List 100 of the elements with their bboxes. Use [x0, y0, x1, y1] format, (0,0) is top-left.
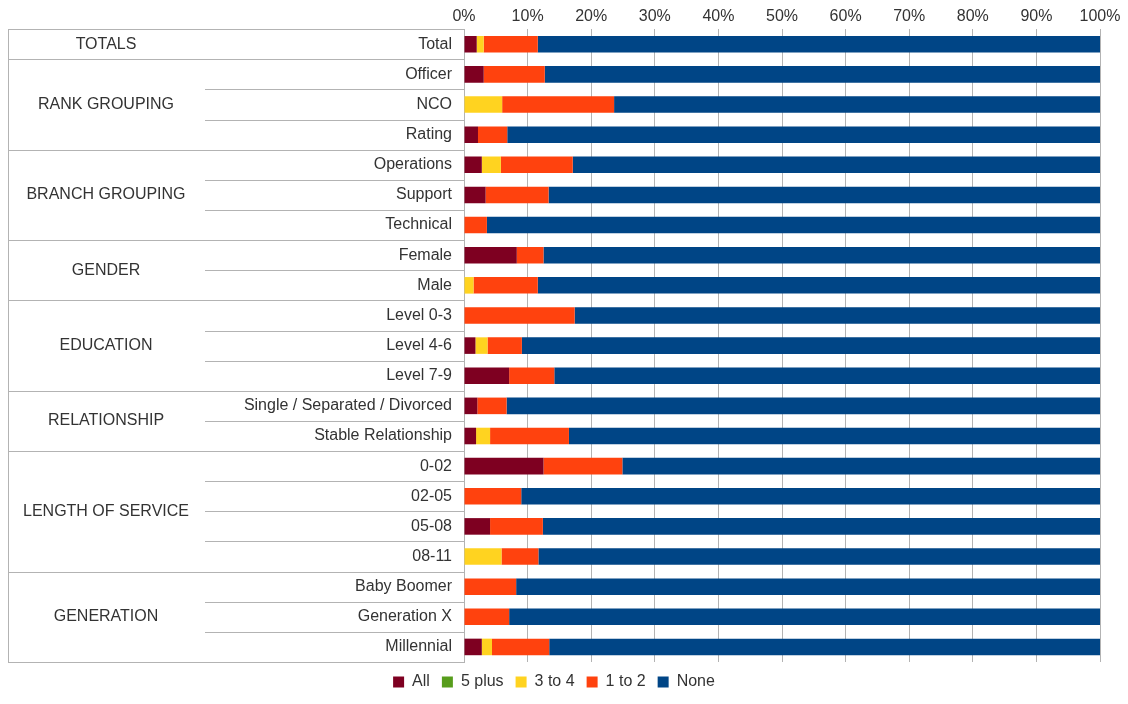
bar: [554, 367, 1100, 385]
y-tick-label: Level 7-9: [386, 366, 453, 384]
x-tick-label: 100%: [1079, 7, 1121, 25]
bar: [477, 397, 507, 415]
y-tick-label: Officer: [405, 64, 453, 82]
legend-label: 5 plus: [460, 672, 504, 690]
bar: [464, 427, 477, 445]
bar: [491, 638, 550, 656]
y-tick-label: Female: [398, 245, 453, 263]
x-tick-label: 30%: [638, 7, 671, 25]
y-tick-label: 08-11: [412, 546, 453, 564]
bar: [490, 427, 569, 445]
bar: [501, 548, 539, 565]
bar: [516, 246, 544, 264]
bar: [464, 457, 544, 475]
y-tick-label: Rating: [405, 125, 452, 143]
bar: [507, 126, 1100, 143]
bar: [622, 457, 1100, 475]
bar: [464, 246, 517, 264]
y-tick-label: 05-08: [411, 516, 453, 534]
text: RANK GROUPING: [37, 94, 175, 112]
legend-label: All: [412, 672, 430, 690]
y-tick-label: 0-02: [419, 456, 453, 474]
bar: [506, 397, 1100, 415]
bar: [464, 578, 517, 595]
bar: [464, 397, 478, 415]
bar: [614, 96, 1100, 113]
bar: [516, 578, 1100, 595]
bar: [464, 548, 502, 565]
bar: [475, 337, 488, 354]
bar: [574, 307, 1100, 324]
bar: [485, 186, 549, 204]
bar: [464, 96, 503, 113]
x-tick-label: 20%: [575, 7, 608, 25]
x-tick-label: 10%: [511, 7, 544, 25]
bar: [572, 156, 1100, 174]
bar: [464, 487, 522, 505]
bar: [464, 337, 476, 354]
bar: [464, 66, 484, 83]
bar: [543, 246, 1100, 264]
x-tick-label: 70%: [893, 7, 926, 25]
bar: [464, 608, 510, 626]
bar: [502, 96, 615, 113]
y-tick-label: NCO: [416, 94, 452, 112]
y-tick-label: Stable Relationship: [314, 426, 453, 444]
y-tick-label: Level 4-6: [386, 336, 453, 354]
bar: [476, 427, 491, 445]
bar: [464, 35, 477, 53]
y-tick-label: Total: [418, 34, 452, 52]
legend-label: None: [676, 672, 715, 690]
y-tick-label: Level 0-3: [386, 305, 453, 323]
y-tick-label: Baby Boomer: [355, 577, 453, 595]
bar: [483, 66, 545, 83]
bar: [464, 307, 575, 324]
bar: [500, 156, 573, 174]
bar: [509, 367, 555, 385]
bar: [464, 277, 474, 294]
bar: [464, 186, 486, 204]
bar: [521, 337, 1100, 354]
bar: [486, 216, 1100, 234]
bar: [548, 186, 1100, 204]
bar: [490, 518, 543, 535]
y-tick-label: Generation X: [357, 607, 453, 625]
bar: [487, 337, 522, 354]
legend-label: 1 to 2: [605, 672, 646, 690]
x-tick-label: 0%: [452, 7, 476, 25]
text: GENDER: [71, 260, 141, 278]
y-tick-label: Male: [417, 275, 453, 293]
text: BRANCH GROUPING: [26, 185, 186, 203]
y-tick-label: Single / Separated / Divorced: [243, 396, 452, 414]
y-tick-label: Support: [395, 185, 453, 203]
text: TOTALS: [75, 34, 137, 52]
y-tick-label: Operations: [373, 155, 452, 173]
text: RELATIONSHIP: [47, 411, 165, 429]
x-tick-label: 80%: [956, 7, 989, 25]
legend-label: 3 to 4: [534, 672, 575, 690]
bar: [544, 66, 1100, 83]
bar: [473, 277, 538, 294]
bar: [464, 216, 487, 234]
bar: [483, 35, 538, 53]
x-tick-label: 90%: [1020, 7, 1053, 25]
bar: [481, 638, 492, 656]
bar: [476, 35, 484, 53]
x-tick-label: 40%: [702, 7, 735, 25]
text: GENERATION: [53, 607, 159, 625]
bar: [464, 518, 491, 535]
y-tick-label: Millennial: [385, 637, 452, 655]
bar: [464, 638, 482, 656]
bar: [481, 156, 501, 174]
bar: [537, 35, 1100, 53]
text: LENGTH OF SERVICE: [23, 501, 189, 519]
bar: [549, 638, 1100, 656]
y-tick-label: Technical: [385, 215, 452, 233]
bar: [464, 156, 482, 174]
bar: [509, 608, 1100, 626]
text: EDUCATION: [59, 336, 153, 354]
bar: [464, 367, 510, 385]
bar: [537, 277, 1100, 294]
bar: [542, 518, 1100, 535]
x-tick-label: 60%: [829, 7, 862, 25]
